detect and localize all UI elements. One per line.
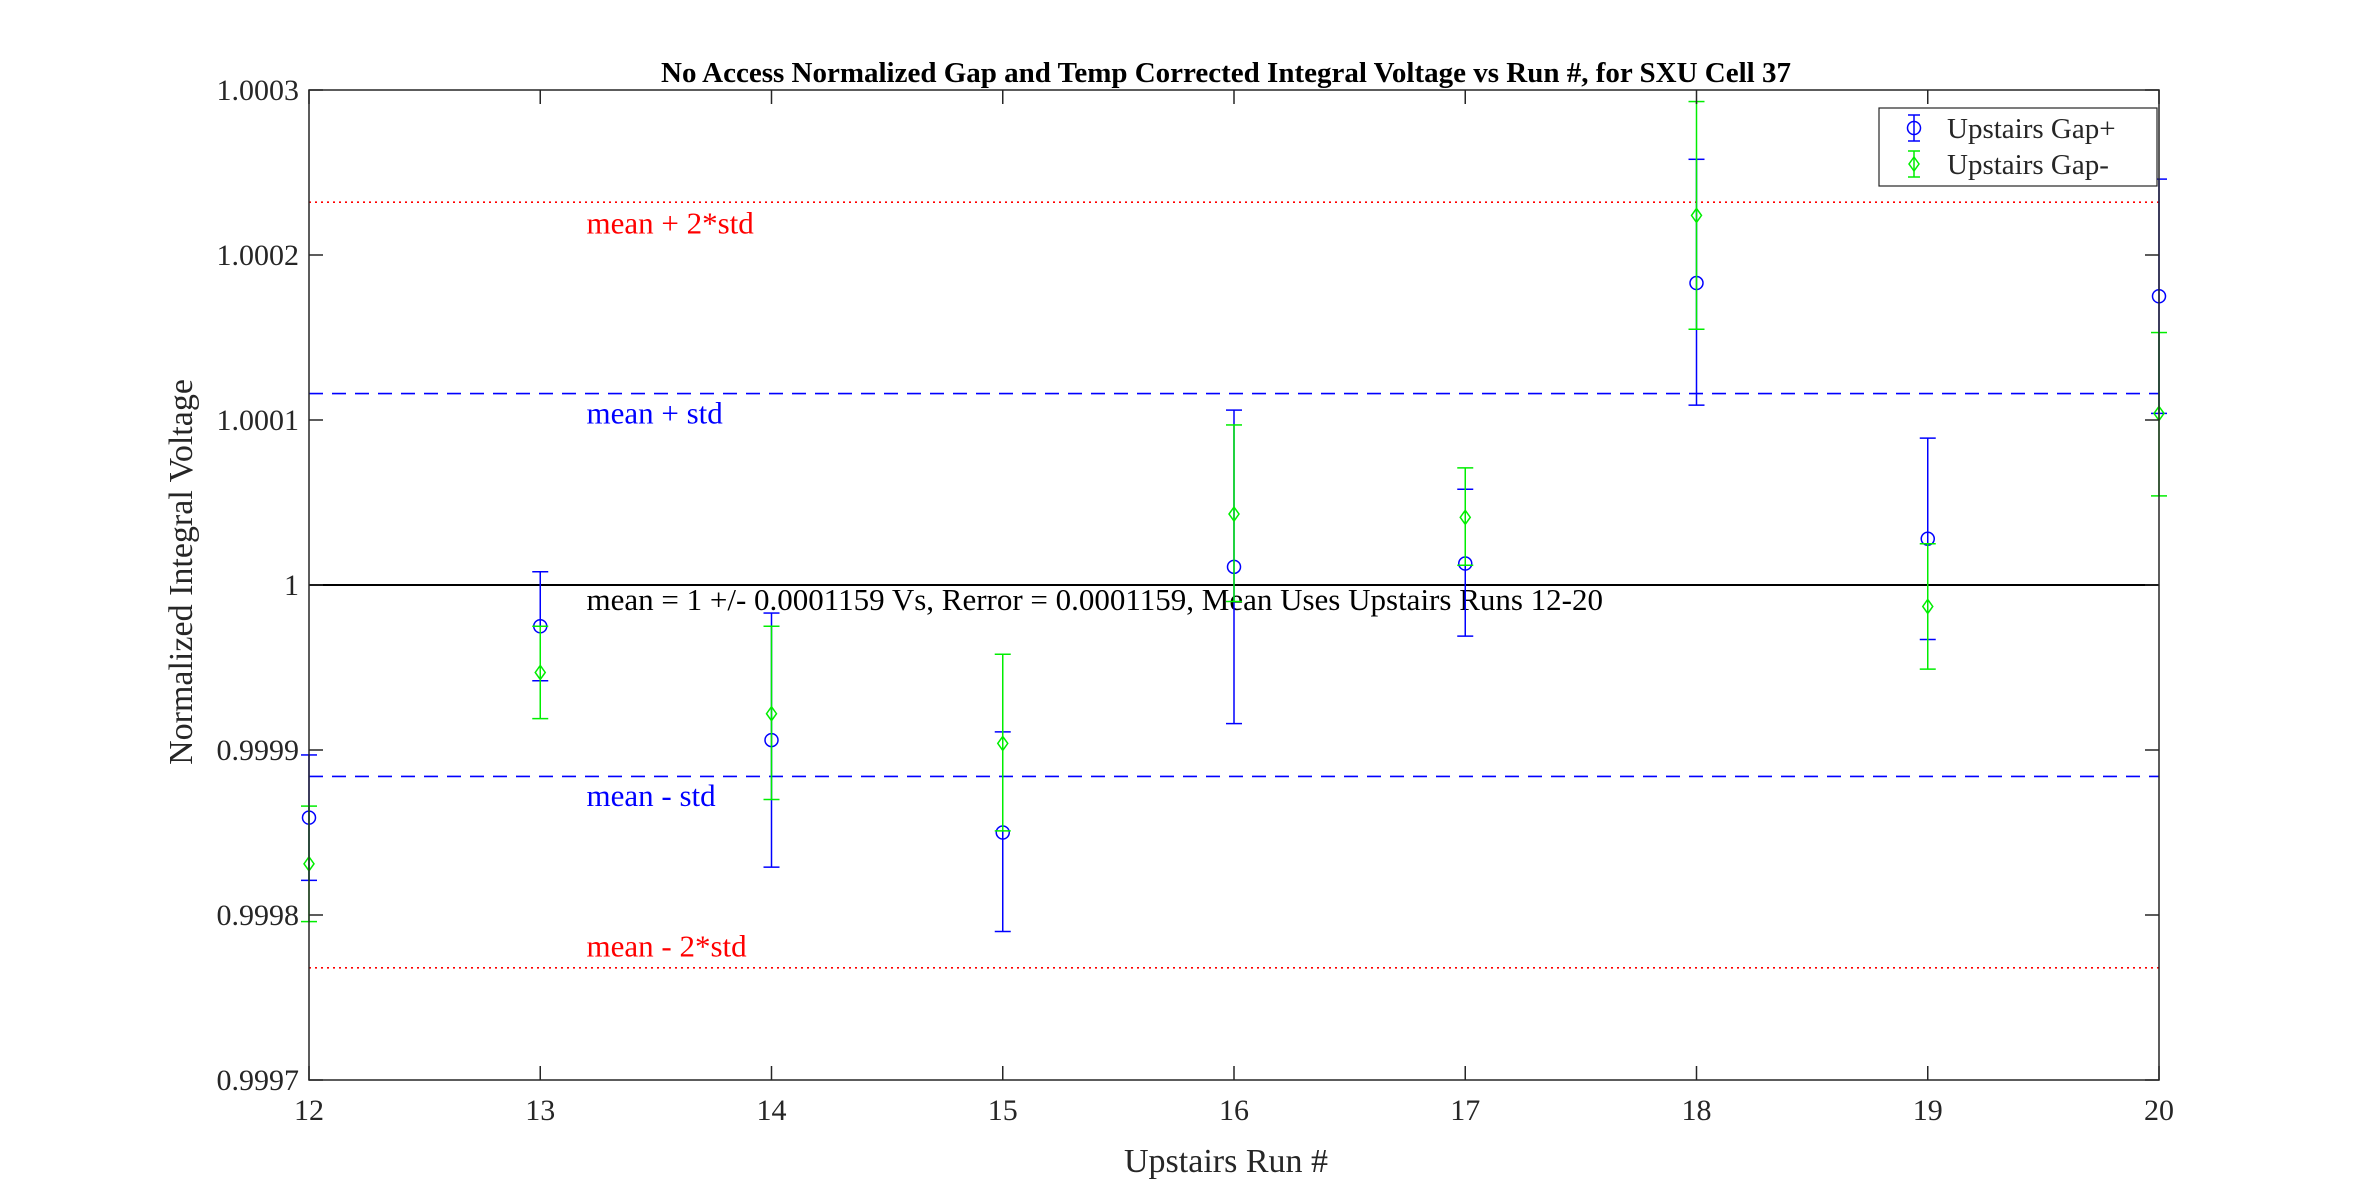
annotation-2: mean = 1 +/- 0.0001159 Vs, Rerror = 0.00… (587, 582, 1604, 617)
x-axis-label: Upstairs Run # (1124, 1143, 1328, 1180)
diamond-marker (1921, 598, 1934, 615)
data-point (994, 653, 1011, 832)
circle-marker (1906, 120, 1922, 136)
legend: Upstairs Gap+ Upstairs Gap- (1878, 107, 2158, 187)
x-tick-label: 17 (1450, 1094, 1480, 1127)
y-tick-label: 0.9999 (217, 734, 300, 767)
y-tick-label: 0.9998 (217, 899, 300, 932)
annotation-4: mean - 2*std (587, 928, 748, 963)
annotation-0: mean + 2*std (587, 206, 755, 241)
x-tick-label: 12 (294, 1094, 324, 1127)
y-tick-label: 1.0001 (217, 404, 300, 437)
chart-title: No Access Normalized Gap and Temp Correc… (661, 57, 1791, 89)
diamond-marker (996, 735, 1009, 752)
y-axis-label: Normalized Integral Voltage (163, 379, 200, 765)
series-layer (301, 100, 2167, 933)
y-tick-label: 1 (284, 569, 299, 602)
x-tick-label: 15 (988, 1094, 1018, 1127)
data-point (1688, 100, 1705, 330)
data-point (1919, 543, 1936, 670)
data-point (763, 625, 780, 801)
x-tick-label: 18 (1682, 1094, 1712, 1127)
legend-label: Upstairs Gap- (1947, 149, 2109, 181)
y-tick-label: 0.9997 (217, 1064, 300, 1097)
axis-ticks: 12 13 14 15 16 17 18 19 20 0.9997 0.9998 0.9999 1 1.0… (217, 74, 2175, 1127)
diamond-marker (1459, 509, 1472, 526)
x-tick-label: 16 (1219, 1094, 1249, 1127)
data-point (1457, 467, 1474, 566)
x-tick-label: 13 (525, 1094, 555, 1127)
y-tick-label: 1.0003 (217, 74, 300, 107)
x-tick-label: 14 (757, 1094, 787, 1127)
annotations: mean + 2*std mean + std mean = 1 +/- 0.000… (587, 206, 1604, 964)
y-tick-label: 1.0002 (217, 239, 300, 272)
x-tick-label: 19 (1913, 1094, 1943, 1127)
legend-label: Upstairs Gap+ (1947, 113, 2116, 145)
data-point (532, 625, 549, 720)
diamond-marker (534, 664, 547, 681)
legend-box (1878, 107, 2158, 187)
diamond-marker (1690, 207, 1703, 224)
diamond-marker (1228, 505, 1240, 523)
diamond-marker (765, 705, 778, 722)
x-tick-label: 20 (2144, 1094, 2174, 1127)
diamond-marker (1908, 155, 1920, 173)
data-point (1226, 424, 1242, 603)
annotation-3: mean - std (587, 778, 717, 813)
series-1 (301, 100, 2167, 923)
annotation-1: mean + std (587, 395, 724, 430)
